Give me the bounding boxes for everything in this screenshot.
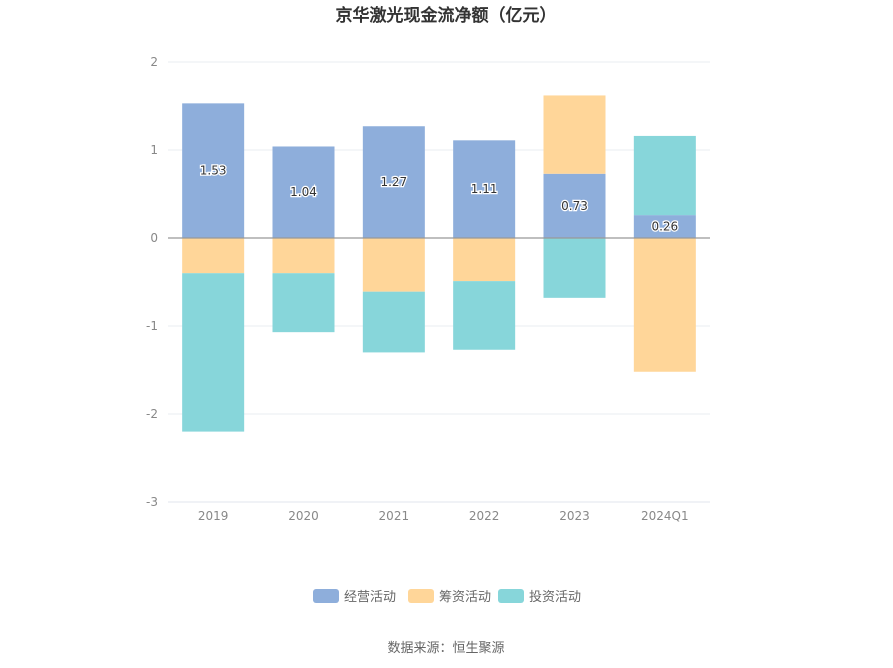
data-label: 1.27 bbox=[380, 175, 407, 189]
legend-swatch bbox=[408, 589, 434, 603]
bars bbox=[182, 95, 696, 432]
legend-swatch bbox=[313, 589, 339, 603]
x-axis: 2019 2020 2021 2022 2023 2024Q1 bbox=[168, 501, 710, 523]
data-label: 1.11 bbox=[471, 182, 498, 196]
x-tick-label: 2020 bbox=[288, 509, 319, 523]
grid bbox=[168, 61, 710, 503]
bar-investing-2023[interactable] bbox=[543, 238, 606, 298]
legend-item-financing[interactable]: 筹资活动 bbox=[408, 589, 491, 605]
legend-item-investing[interactable]: 投资活动 bbox=[498, 589, 581, 605]
legend-label: 经营活动 bbox=[344, 590, 396, 605]
chart-title: 京华激光现金流净额（亿元） bbox=[336, 5, 557, 26]
y-tick-label: -1 bbox=[146, 319, 158, 333]
bar-operating-2020[interactable] bbox=[272, 146, 335, 238]
legend-label: 投资活动 bbox=[529, 589, 581, 605]
data-label: 1.04 bbox=[290, 185, 317, 199]
y-tick-label: 1 bbox=[150, 143, 158, 157]
bar-financing-2020[interactable] bbox=[272, 238, 335, 274]
x-tick-label: 2021 bbox=[379, 509, 410, 523]
y-axis: 2 1 0 -1 -2 -3 bbox=[146, 55, 158, 509]
y-tick-label: -3 bbox=[146, 495, 158, 509]
y-tick-label: 0 bbox=[150, 231, 158, 245]
bar-operating-2021[interactable] bbox=[362, 126, 425, 238]
legend-item-operating[interactable]: 经营活动 bbox=[313, 589, 396, 605]
bar-financing-2023[interactable] bbox=[543, 95, 606, 174]
bar-investing-2019[interactable] bbox=[182, 273, 245, 432]
data-labels: 1.53 1.04 1.27 1.11 0.73 0.26 bbox=[199, 162, 680, 234]
bar-operating-2019[interactable] bbox=[182, 103, 245, 238]
bar-operating-2024Q1[interactable] bbox=[633, 215, 696, 238]
x-tick-label: 2022 bbox=[469, 509, 500, 523]
y-tick-label: -2 bbox=[146, 407, 158, 421]
data-label: 0.73 bbox=[561, 199, 588, 213]
legend-swatch bbox=[498, 589, 524, 603]
x-tick-label: 2023 bbox=[559, 509, 590, 523]
bar-financing-2022[interactable] bbox=[453, 238, 516, 282]
bar-financing-2024Q1[interactable] bbox=[633, 238, 696, 372]
bar-investing-2024Q1[interactable] bbox=[633, 135, 696, 216]
source-text: 数据来源：恒生聚源 bbox=[387, 641, 504, 656]
legend-label: 筹资活动 bbox=[439, 589, 491, 605]
bar-investing-2022[interactable] bbox=[453, 281, 516, 350]
data-label: 0.26 bbox=[651, 220, 678, 234]
data-label: 1.53 bbox=[200, 164, 227, 178]
x-tick-label: 2019 bbox=[198, 509, 229, 523]
bar-operating-2023[interactable] bbox=[543, 173, 606, 238]
bar-investing-2021[interactable] bbox=[362, 291, 425, 353]
y-tick-label: 2 bbox=[150, 55, 158, 69]
bar-operating-2022[interactable] bbox=[453, 140, 516, 238]
x-tick-label: 2024Q1 bbox=[641, 509, 689, 523]
bar-financing-2021[interactable] bbox=[362, 238, 425, 292]
bar-investing-2020[interactable] bbox=[272, 273, 335, 333]
bar-financing-2019[interactable] bbox=[182, 238, 245, 274]
legend[interactable]: 经营活动 筹资活动 投资活动 bbox=[313, 589, 581, 605]
